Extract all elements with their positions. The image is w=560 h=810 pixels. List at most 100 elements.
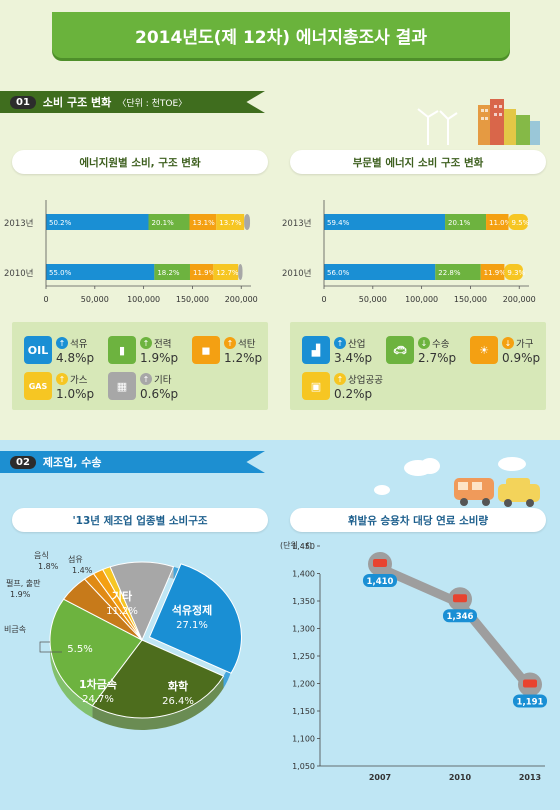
- bar-segment-석유: [46, 264, 155, 280]
- bar-segment-석탄: [189, 264, 214, 280]
- pie-name-label: 1차금속: [79, 677, 117, 691]
- bar-segment-가구: [486, 214, 509, 230]
- legend-name: 가스: [70, 375, 88, 386]
- car-icon: [453, 594, 467, 603]
- bar-segment-상업공공: [508, 214, 528, 230]
- chart4-title: 휘발유 승용차 대당 연료 소비량: [290, 508, 546, 532]
- solar-panel-icon: ▦: [108, 372, 136, 400]
- legend-item-가스: GAS ↑ 가스 1.0%p: [24, 372, 94, 401]
- legend-item-가구: ☀︎ ↓ 가구 0.9%p: [470, 336, 540, 365]
- pie-callout-name: 비금속: [4, 625, 26, 634]
- legend-name: 석탄: [238, 339, 256, 350]
- pie-slice-side-1차금속: [49, 599, 93, 718]
- x-tick-label: 100,000: [405, 295, 438, 304]
- section-1-number: 01: [10, 95, 36, 109]
- arrow-up-icon: ↑: [334, 337, 346, 349]
- x-tick-label: 2013: [519, 773, 541, 782]
- coal-icon: ◼: [192, 336, 220, 364]
- bar-segment-수송: [435, 264, 481, 280]
- car-icon: [523, 679, 537, 688]
- gas-can-icon: GAS: [24, 372, 52, 400]
- pie-name-label: 석유정제: [172, 603, 212, 617]
- legend-name: 전력: [154, 339, 172, 350]
- arrow-up-icon: ↑: [140, 373, 152, 385]
- bar-value-label: 56.0%: [327, 269, 350, 277]
- bar-category-label: 2013년: [282, 218, 311, 229]
- bar-value-label: 11.9%: [193, 269, 216, 277]
- point-label-badge: [443, 609, 477, 623]
- bar-segment-석유: [46, 214, 149, 230]
- legend-value: 4.8%p: [56, 351, 95, 365]
- legend-name: 기타: [154, 375, 172, 386]
- pie-value-label: 26.4%: [162, 696, 194, 707]
- bar-segment-산업: [324, 264, 436, 280]
- page-title: 2014년도(제 12차) 에너지총조사 결과: [52, 12, 510, 58]
- chart2-legend: ▟ ↑ 산업 3.4%p 🚗︎ ↓ 수송 2.7%p ☀︎ ↓ 가구 0.9%p ▣ …: [290, 322, 546, 410]
- bar-segment-전력: [154, 264, 190, 280]
- y-tick-label: 1,250: [292, 652, 315, 661]
- factory-icon: ▟: [302, 336, 330, 364]
- bar-category-label: 2013년: [4, 218, 33, 229]
- bar-segment-기타: [238, 264, 243, 280]
- point-label-badge: [363, 574, 397, 587]
- arrow-up-icon: ↑: [140, 337, 152, 349]
- legend-item-상업공공: ▣ ↑ 상업공공 0.2%p: [302, 372, 383, 401]
- pie-value-label: 27.1%: [176, 620, 208, 631]
- y-tick-label: 1,450: [292, 542, 315, 551]
- chart1-bar-chart: 2013년 50.2% 20.1% 13.1% 13.7% 2010년 55.0% 18.2%…: [4, 200, 258, 304]
- x-tick-label: 150,000: [454, 295, 487, 304]
- bar-value-label: 55.0%: [49, 269, 72, 277]
- pie-slice-화학: [91, 639, 225, 719]
- bar-segment-전력: [148, 214, 190, 230]
- bar-value-label: 20.1%: [152, 219, 175, 227]
- x-tick-label: 2010: [449, 773, 472, 782]
- legend-value: 2.7%p: [418, 351, 457, 365]
- bar-value-label: 11.0%: [489, 219, 512, 227]
- bar-value-label: 18.2%: [157, 269, 180, 277]
- bar-segment-상업공공: [504, 264, 523, 280]
- bar-segment-산업: [324, 214, 446, 230]
- x-tick-label: 0: [321, 295, 326, 304]
- legend-name: 상업공공: [348, 375, 383, 386]
- pie-slice-기타: [109, 561, 175, 642]
- bar-value-label: 50.2%: [49, 219, 72, 227]
- arrow-up-icon: ↑: [56, 337, 68, 349]
- y-tick-label: 1,150: [292, 707, 315, 716]
- legend-value: 0.2%p: [334, 387, 373, 401]
- legend-item-수송: 🚗︎ ↓ 수송 2.7%p: [386, 336, 456, 365]
- arrow-down-icon: ↓: [502, 337, 514, 349]
- x-tick-label: 100,000: [127, 295, 160, 304]
- x-tick-label: 50,000: [81, 295, 109, 304]
- chart4-line-chart: (단위 : ℓ)1,450 1,400 1,350 1,300 1,250 1,200 1,…: [280, 540, 547, 782]
- pie-value-label: 11.2%: [106, 606, 138, 617]
- pie-slice-1차금속: [49, 598, 143, 707]
- legend-name: 석유: [70, 339, 88, 350]
- x-tick-label: 150,000: [176, 295, 209, 304]
- pie-slice-side-화학: [92, 676, 224, 730]
- x-tick-label: 50,000: [359, 295, 387, 304]
- bar-value-label: 9.5%: [512, 219, 530, 227]
- legend-item-전력: ▮ ↑ 전력 1.9%p: [108, 336, 178, 365]
- pie-callout-value: 1.8%: [38, 562, 59, 571]
- series-line: [378, 563, 534, 692]
- pie-slice-석유정제: [148, 563, 242, 674]
- legend-value: 1.0%p: [56, 387, 95, 401]
- bar-segment-기타: [244, 214, 251, 230]
- section-2-number: 02: [10, 455, 36, 469]
- bar-value-label: 59.4%: [327, 219, 350, 227]
- legend-name: 가구: [516, 339, 534, 350]
- bar-value-label: 13.1%: [193, 219, 216, 227]
- y-axis-unit: (단위 : ℓ): [280, 540, 312, 550]
- chart1-title: 에너지원별 소비, 구조 변화: [12, 150, 268, 174]
- car-icon: 🚗︎: [386, 336, 414, 364]
- chart3-pie-chart: 석유정제 27.1% 화학 26.4% 1차금속 24.7% 5.5% 기타 11.2% 음식 1.…: [4, 551, 242, 730]
- bar-segment-가스: [213, 264, 239, 280]
- x-tick-label: 200,000: [503, 295, 536, 304]
- legend-value: 3.4%p: [334, 351, 373, 365]
- chart1-legend: OIL ↑ 석유 4.8%p ▮ ↑ 전력 1.9%p ◼ ↑ 석탄 1.2%p GA…: [12, 322, 268, 410]
- bar-segment-가구: [480, 264, 505, 280]
- oil-can-icon: OIL: [24, 336, 52, 364]
- legend-value: 1.9%p: [140, 351, 179, 365]
- x-tick-label: 200,000: [225, 295, 258, 304]
- pie-callout-name: 펄프, 출판: [6, 578, 41, 588]
